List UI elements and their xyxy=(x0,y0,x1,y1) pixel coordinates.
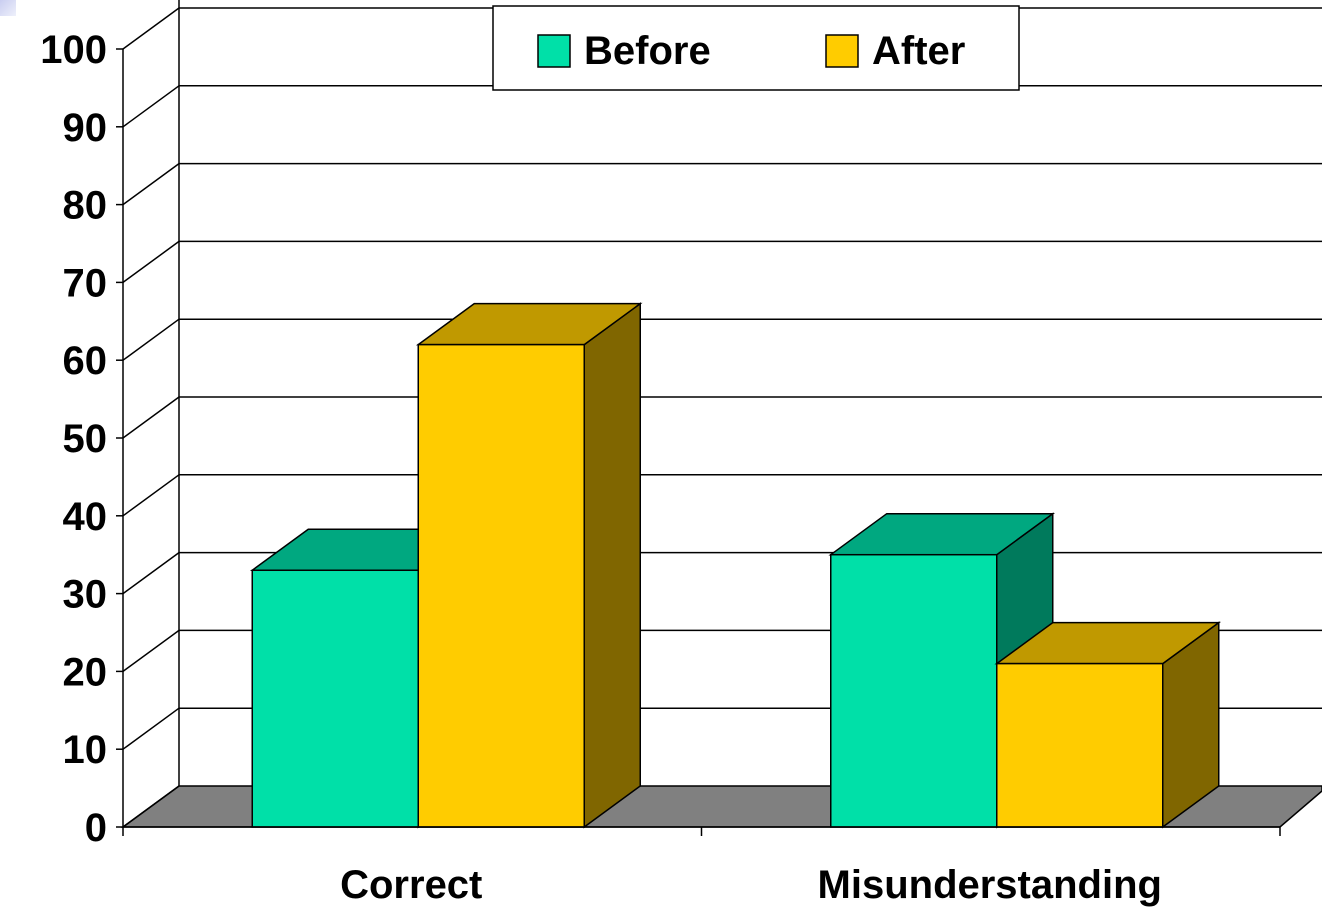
y-tick-label: 60 xyxy=(63,339,108,383)
gridline-side xyxy=(122,162,180,206)
gridline-side xyxy=(122,85,180,128)
y-tick-label: 30 xyxy=(63,573,108,617)
x-tick-labels: Correct Misunderstanding xyxy=(340,863,1162,907)
bar-side-after xyxy=(583,302,641,829)
bar-after-correct xyxy=(417,343,585,828)
gridline-side xyxy=(122,7,180,50)
legend-label-after: After xyxy=(872,29,965,73)
y-tick-label: 40 xyxy=(63,495,108,539)
bar-after-misunderstanding xyxy=(996,662,1164,828)
y-tick-label: 0 xyxy=(85,806,107,850)
bars xyxy=(249,302,1222,829)
axes xyxy=(116,48,1281,836)
y-tick-labels: 0 10 20 30 40 50 60 70 80 90 100 xyxy=(40,28,107,850)
bar-before-correct xyxy=(251,569,419,828)
legend-swatch-after xyxy=(825,34,859,68)
legend-box xyxy=(492,5,1020,91)
gridline-side xyxy=(122,318,180,361)
gridline-side xyxy=(122,707,180,750)
legend-swatch-before xyxy=(537,34,571,68)
y-tick-label: 90 xyxy=(63,106,108,150)
y-tick-label: 20 xyxy=(63,650,108,694)
x-tick-label: Misunderstanding xyxy=(818,863,1162,907)
gridline-side xyxy=(122,629,180,673)
y-tick-label: 100 xyxy=(40,28,107,72)
legend-label-before: Before xyxy=(584,29,711,73)
x-tick-label: Correct xyxy=(340,863,482,907)
gridline-side xyxy=(122,396,180,439)
corner-decoration xyxy=(0,0,16,16)
legend: Before After xyxy=(492,5,1020,91)
y-tick-label: 10 xyxy=(63,728,108,772)
gridline-side xyxy=(122,474,180,517)
y-tick-label: 70 xyxy=(63,261,108,305)
y-tick-label: 80 xyxy=(63,184,108,228)
floor-edge xyxy=(122,785,180,828)
gridline-side xyxy=(122,240,180,284)
gridline-side xyxy=(122,551,180,595)
y-tick-label: 50 xyxy=(63,417,108,461)
bar-before-misunderstanding xyxy=(830,553,998,828)
